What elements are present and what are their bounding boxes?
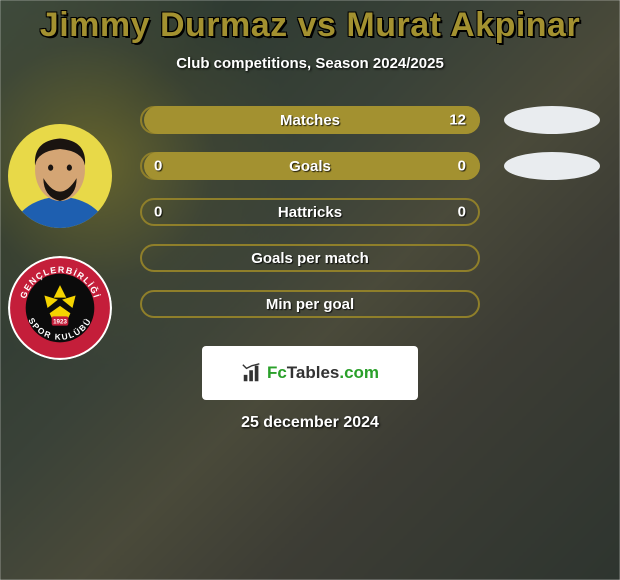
subtitle: Club competitions, Season 2024/2025: [0, 55, 620, 72]
brand-text: FcTables.com: [267, 363, 379, 383]
stat-pill: 0 Goals 0: [140, 152, 480, 180]
bar-chart-icon: [241, 362, 263, 384]
stat-label: Hattricks: [278, 204, 342, 221]
stat-left-value: 0: [154, 204, 162, 221]
stat-row-goals: 0 Goals 0: [140, 152, 480, 180]
club-badge: GENÇLERBİRLİĞİ SPOR KULÜBÜ 1923: [8, 256, 112, 360]
brand-part-1: Fc: [267, 363, 287, 382]
brand-part-2: Tables: [287, 363, 340, 382]
stat-label: Min per goal: [266, 296, 354, 313]
side-pill: [504, 106, 600, 134]
stat-row-gpm: Goals per match: [140, 244, 480, 272]
stat-right-value: 0: [458, 204, 466, 221]
brand-badge[interactable]: FcTables.com: [202, 346, 418, 400]
player-avatar-image: [8, 124, 112, 228]
stat-left-value: 0: [154, 158, 162, 175]
stat-pill: Min per goal: [140, 290, 480, 318]
stat-pill: Matches 12: [140, 106, 480, 134]
stat-right-value: 12: [449, 112, 466, 129]
stat-pill: 0 Hattricks 0: [140, 198, 480, 226]
page-title: Jimmy Durmaz vs Murat Akpinar: [0, 6, 620, 45]
brand-part-3: .com: [339, 363, 379, 382]
date-text: 25 december 2024: [0, 414, 620, 432]
stat-label: Goals per match: [251, 250, 369, 267]
stat-row-mpg: Min per goal: [140, 290, 480, 318]
stat-row-matches: Matches 12: [140, 106, 480, 134]
club-badge-image: GENÇLERBİRLİĞİ SPOR KULÜBÜ 1923: [8, 256, 112, 360]
comparison-card: Jimmy Durmaz vs Murat Akpinar Club compe…: [0, 0, 620, 432]
stat-label: Matches: [280, 112, 340, 129]
stat-pill: Goals per match: [140, 244, 480, 272]
svg-text:1923: 1923: [53, 319, 67, 326]
stat-row-hattricks: 0 Hattricks 0: [140, 198, 480, 226]
stat-label: Goals: [289, 158, 331, 175]
player-avatar: [8, 124, 112, 228]
side-pill: [504, 152, 600, 180]
stat-right-value: 0: [458, 158, 466, 175]
